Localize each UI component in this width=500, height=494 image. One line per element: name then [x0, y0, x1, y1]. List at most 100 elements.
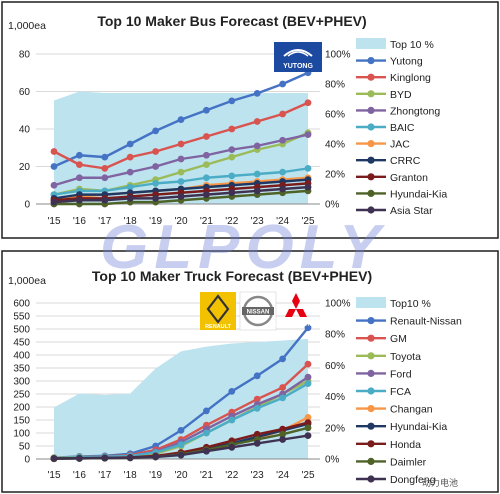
data-point — [126, 194, 134, 202]
y-tick-label: 600 — [13, 299, 30, 310]
x-tick-label: '20 — [174, 470, 187, 481]
data-point — [304, 324, 312, 332]
y-tick-label: 300 — [13, 377, 30, 388]
legend-label: JAC — [390, 139, 410, 151]
data-point — [304, 99, 312, 107]
y-tick-label: 500 — [13, 325, 30, 336]
legend-swatch-marker — [367, 57, 375, 65]
data-point — [101, 174, 109, 182]
y2-tick-label: 20% — [325, 170, 345, 181]
legend-swatch-area — [356, 38, 386, 49]
data-point — [203, 151, 210, 159]
y2-tick-label: 80% — [325, 330, 345, 341]
data-point — [304, 414, 312, 421]
unit-label: 1,000ea — [8, 20, 46, 32]
legend-label: Granton — [390, 172, 428, 184]
legend-label: FCA — [390, 386, 411, 398]
data-point — [253, 142, 261, 150]
y2-tick-label: 20% — [325, 423, 345, 434]
data-point — [304, 360, 312, 368]
data-point — [253, 170, 261, 178]
data-point — [177, 116, 185, 124]
y-tick-label: 100 — [13, 429, 30, 440]
data-point — [279, 355, 286, 363]
data-point — [279, 80, 286, 88]
legend-label: GM — [390, 333, 407, 345]
data-point — [152, 127, 160, 135]
legend-label: CRRC — [390, 155, 421, 167]
x-tick-label: '24 — [276, 216, 289, 227]
data-point — [101, 164, 109, 172]
mitsubishi-logo-text: MITSUBISHI MOTORS — [273, 322, 320, 327]
data-point — [76, 161, 83, 169]
y-tick-label: 80 — [19, 50, 31, 61]
data-point — [279, 394, 286, 402]
nissan-logo: NISSAN — [239, 291, 277, 331]
x-tick-label: '23 — [251, 470, 264, 481]
data-point — [152, 453, 160, 461]
y-tick-label: 450 — [13, 338, 30, 349]
data-point — [253, 89, 261, 97]
data-point — [126, 454, 134, 462]
legend-swatch-marker — [367, 123, 375, 131]
data-point — [203, 161, 210, 169]
x-tick-label: '24 — [276, 470, 289, 481]
y2-tick-label: 60% — [325, 361, 345, 372]
y-tick-label: 150 — [13, 416, 30, 427]
legend-swatch-marker — [367, 106, 375, 114]
legend-swatch-marker — [367, 475, 375, 483]
data-point — [304, 419, 312, 426]
legend-label: Asia Star — [390, 205, 433, 217]
legend-swatch-marker — [367, 156, 375, 164]
data-point — [253, 430, 261, 438]
data-point — [177, 155, 185, 163]
renault-logo-text: RENAULT — [205, 324, 232, 330]
logos: YUTONG RENAULT NISSAN MITSUBISHI MOTORS — [200, 42, 322, 331]
y-tick-label: 60 — [19, 87, 31, 98]
data-point — [253, 372, 261, 380]
legend-label: Kinglong — [390, 72, 431, 84]
legend-label: Hyundai-Kia — [390, 421, 447, 433]
data-point — [203, 191, 210, 199]
yutong-logo-bg — [274, 42, 322, 72]
legend-label: Ford — [390, 368, 412, 380]
legend-swatch-marker — [367, 317, 375, 325]
data-point — [50, 148, 58, 155]
legend-swatch-marker — [367, 140, 375, 148]
legend-label: Hyundai-Kia — [390, 188, 447, 200]
y2-tick-label: 0% — [325, 455, 340, 466]
legend-label: Toyota — [390, 351, 421, 363]
y-tick-label: 200 — [13, 403, 30, 414]
data-point — [177, 140, 185, 148]
data-point — [152, 163, 160, 170]
legend-label: Honda — [390, 439, 421, 451]
yutong-logo-arc — [283, 49, 313, 57]
legend-label: Dongfeng — [390, 474, 436, 486]
y-tick-label: 20 — [19, 162, 31, 173]
y2-tick-label: 40% — [325, 392, 345, 403]
x-tick-label: '17 — [98, 216, 111, 227]
legend-swatch-marker — [367, 440, 375, 448]
data-point — [203, 174, 210, 182]
data-point — [228, 153, 236, 161]
data-point — [152, 179, 160, 187]
data-point — [279, 185, 286, 193]
data-point — [304, 183, 312, 191]
chart-title: Top 10 Maker Truck Forecast (BEV+PHEV) — [92, 268, 372, 284]
bus-forecast-panel: Top 10 Maker Bus Forecast (BEV+PHEV) 1,00… — [1, 1, 499, 239]
mitsubishi-diamond-icon — [285, 309, 296, 317]
mitsubishi-diamond-icon — [292, 293, 300, 309]
legend-swatch-marker — [367, 90, 375, 98]
legend-swatch-marker — [367, 73, 375, 81]
renault-logo: RENAULT — [200, 292, 236, 330]
data-point — [279, 430, 286, 438]
data-point — [228, 172, 236, 180]
data-point — [76, 151, 83, 159]
data-point — [228, 125, 236, 133]
x-tick-label: '19 — [149, 470, 162, 481]
y-tick-label: 50 — [19, 442, 31, 453]
data-point — [152, 148, 160, 155]
data-point — [228, 97, 236, 105]
legend-swatch-marker — [367, 405, 375, 413]
